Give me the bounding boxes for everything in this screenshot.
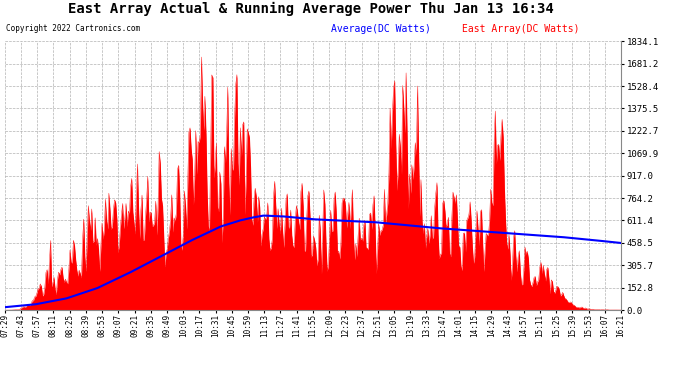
Text: East Array(DC Watts): East Array(DC Watts) [462, 24, 580, 34]
Text: Average(DC Watts): Average(DC Watts) [331, 24, 431, 34]
Text: East Array Actual & Running Average Power Thu Jan 13 16:34: East Array Actual & Running Average Powe… [68, 2, 553, 16]
Text: Copyright 2022 Cartronics.com: Copyright 2022 Cartronics.com [6, 24, 139, 33]
